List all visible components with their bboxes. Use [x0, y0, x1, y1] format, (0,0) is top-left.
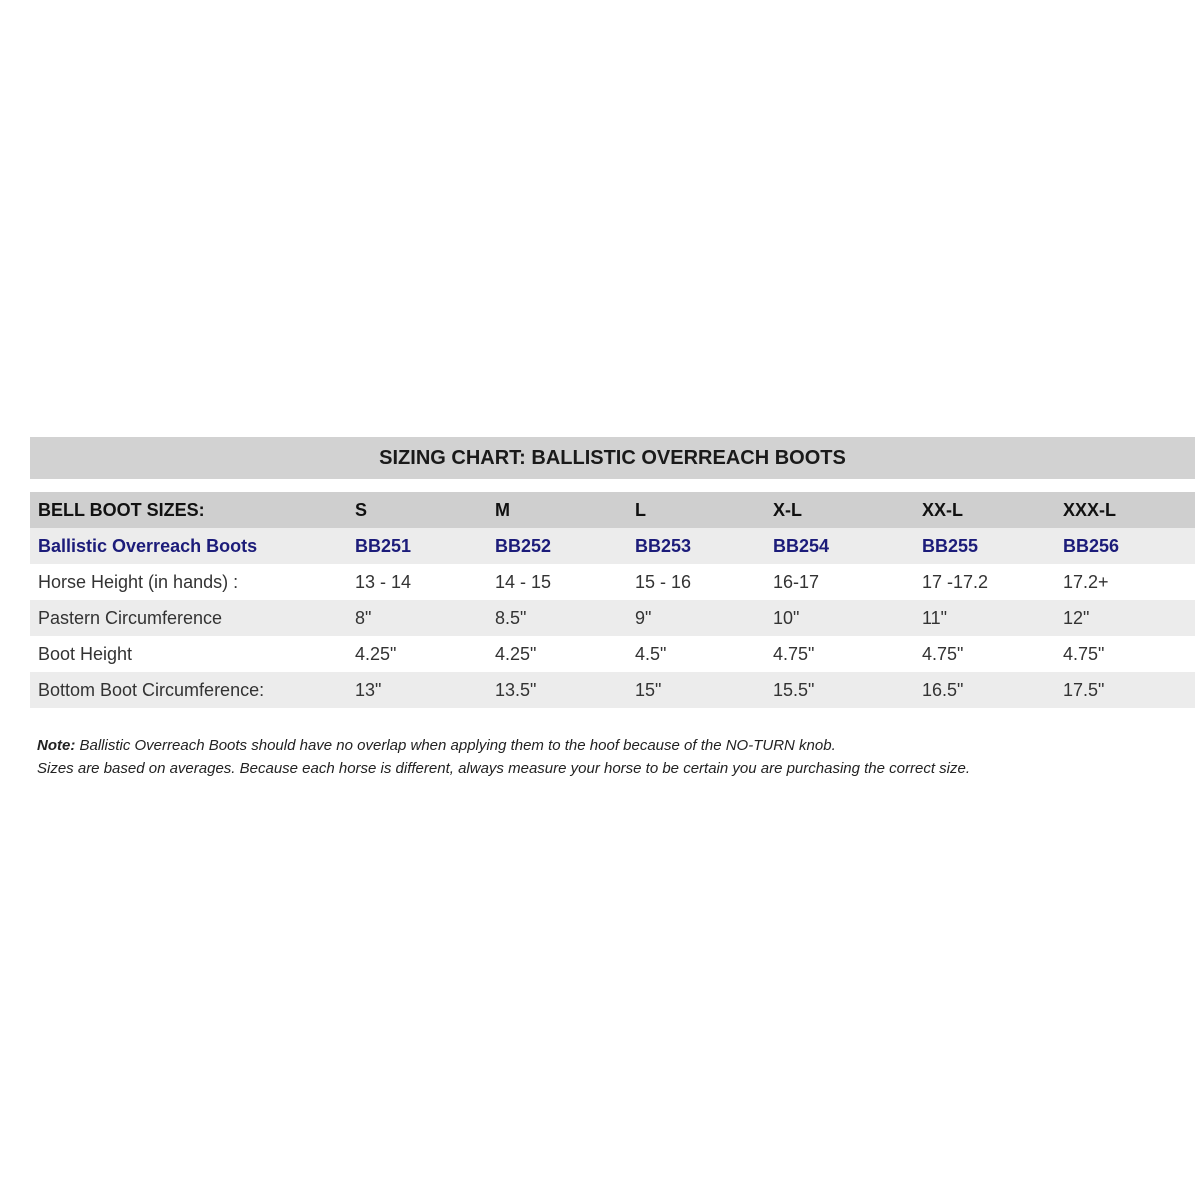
table-cell: BB256	[1063, 536, 1120, 556]
header-cell: XXX-L	[1063, 500, 1117, 520]
chart-title: SIZING CHART: BALLISTIC OVERREACH BOOTS	[379, 447, 846, 469]
table-cell: BB254	[773, 536, 830, 556]
header-cell: XX-L	[922, 500, 964, 520]
table-cell: 17.2+	[1063, 572, 1109, 592]
table-cell: 16.5"	[922, 680, 964, 700]
row-label: Ballistic Overreach Boots	[38, 536, 258, 556]
table-cell: 11"	[922, 608, 948, 628]
table-cell: 8.5"	[495, 608, 527, 628]
table-row: Boot Height 4.25" 4.25" 4.5" 4.75" 4.75" 4.75"	[30, 636, 1195, 672]
table-cell: 4.5"	[635, 644, 667, 664]
table-cell: 17.5"	[1063, 680, 1105, 700]
header-cell: L	[635, 500, 646, 520]
table-cell: 4.25"	[355, 644, 397, 664]
header-cell: S	[355, 500, 368, 520]
header-cell: X-L	[773, 500, 802, 520]
table-row: Horse Height (in hands) : 13 - 14 14 - 15 1…	[30, 564, 1195, 600]
table-cell: 9"	[635, 608, 652, 628]
table-cell: BB253	[635, 536, 692, 556]
row-label: Bottom Boot Circumference:	[38, 680, 265, 700]
table-cell: 15"	[635, 680, 662, 700]
row-label: Horse Height (in hands) :	[38, 572, 239, 592]
table-cell: 12"	[1063, 608, 1090, 628]
table-cell: 13 - 14	[355, 572, 412, 592]
table-cell: 4.75"	[773, 644, 815, 664]
title-bar: SIZING CHART: BALLISTIC OVERREACH BOOTS	[30, 437, 1195, 479]
table-row: Ballistic Overreach Boots BB251 BB252 BB253…	[30, 528, 1195, 564]
note-label: Note:	[37, 737, 76, 754]
table-cell: 10"	[773, 608, 800, 628]
table-cell: 4.25"	[495, 644, 537, 664]
table-cell: 17 -17.2	[922, 572, 989, 592]
header-row: BELL BOOT SIZES: S M L X-L XX-L XXX-L	[30, 492, 1195, 528]
row-label: Boot Height	[38, 644, 133, 664]
table-cell: 4.75"	[1063, 644, 1105, 664]
table-cell: 13"	[355, 680, 382, 700]
table-cell: 4.75"	[922, 644, 964, 664]
table-cell: BB252	[495, 536, 552, 556]
header-cell: BELL BOOT SIZES:	[38, 500, 205, 520]
table-row: Bottom Boot Circumference: 13" 13.5" 15" 15.…	[30, 672, 1195, 708]
note-line-1: Note: Ballistic Overreach Boots should h…	[37, 737, 836, 754]
table-cell: 13.5"	[495, 680, 537, 700]
header-cell: M	[495, 500, 510, 520]
table-cell: BB251	[355, 536, 412, 556]
table-row: Pastern Circumference 8" 8.5" 9" 10" 11" 12"	[30, 600, 1195, 636]
table-cell: 16-17	[773, 572, 820, 592]
table-cell: 14 - 15	[495, 572, 552, 592]
note-text: Ballistic Overreach Boots should have no…	[75, 737, 836, 754]
table-cell: 8"	[355, 608, 372, 628]
note-line-2: Sizes are based on averages. Because eac…	[37, 760, 971, 777]
table-cell: BB255	[922, 536, 979, 556]
row-label: Pastern Circumference	[38, 608, 223, 628]
table-cell: 15 - 16	[635, 572, 692, 592]
table-cell: 15.5"	[773, 680, 815, 700]
